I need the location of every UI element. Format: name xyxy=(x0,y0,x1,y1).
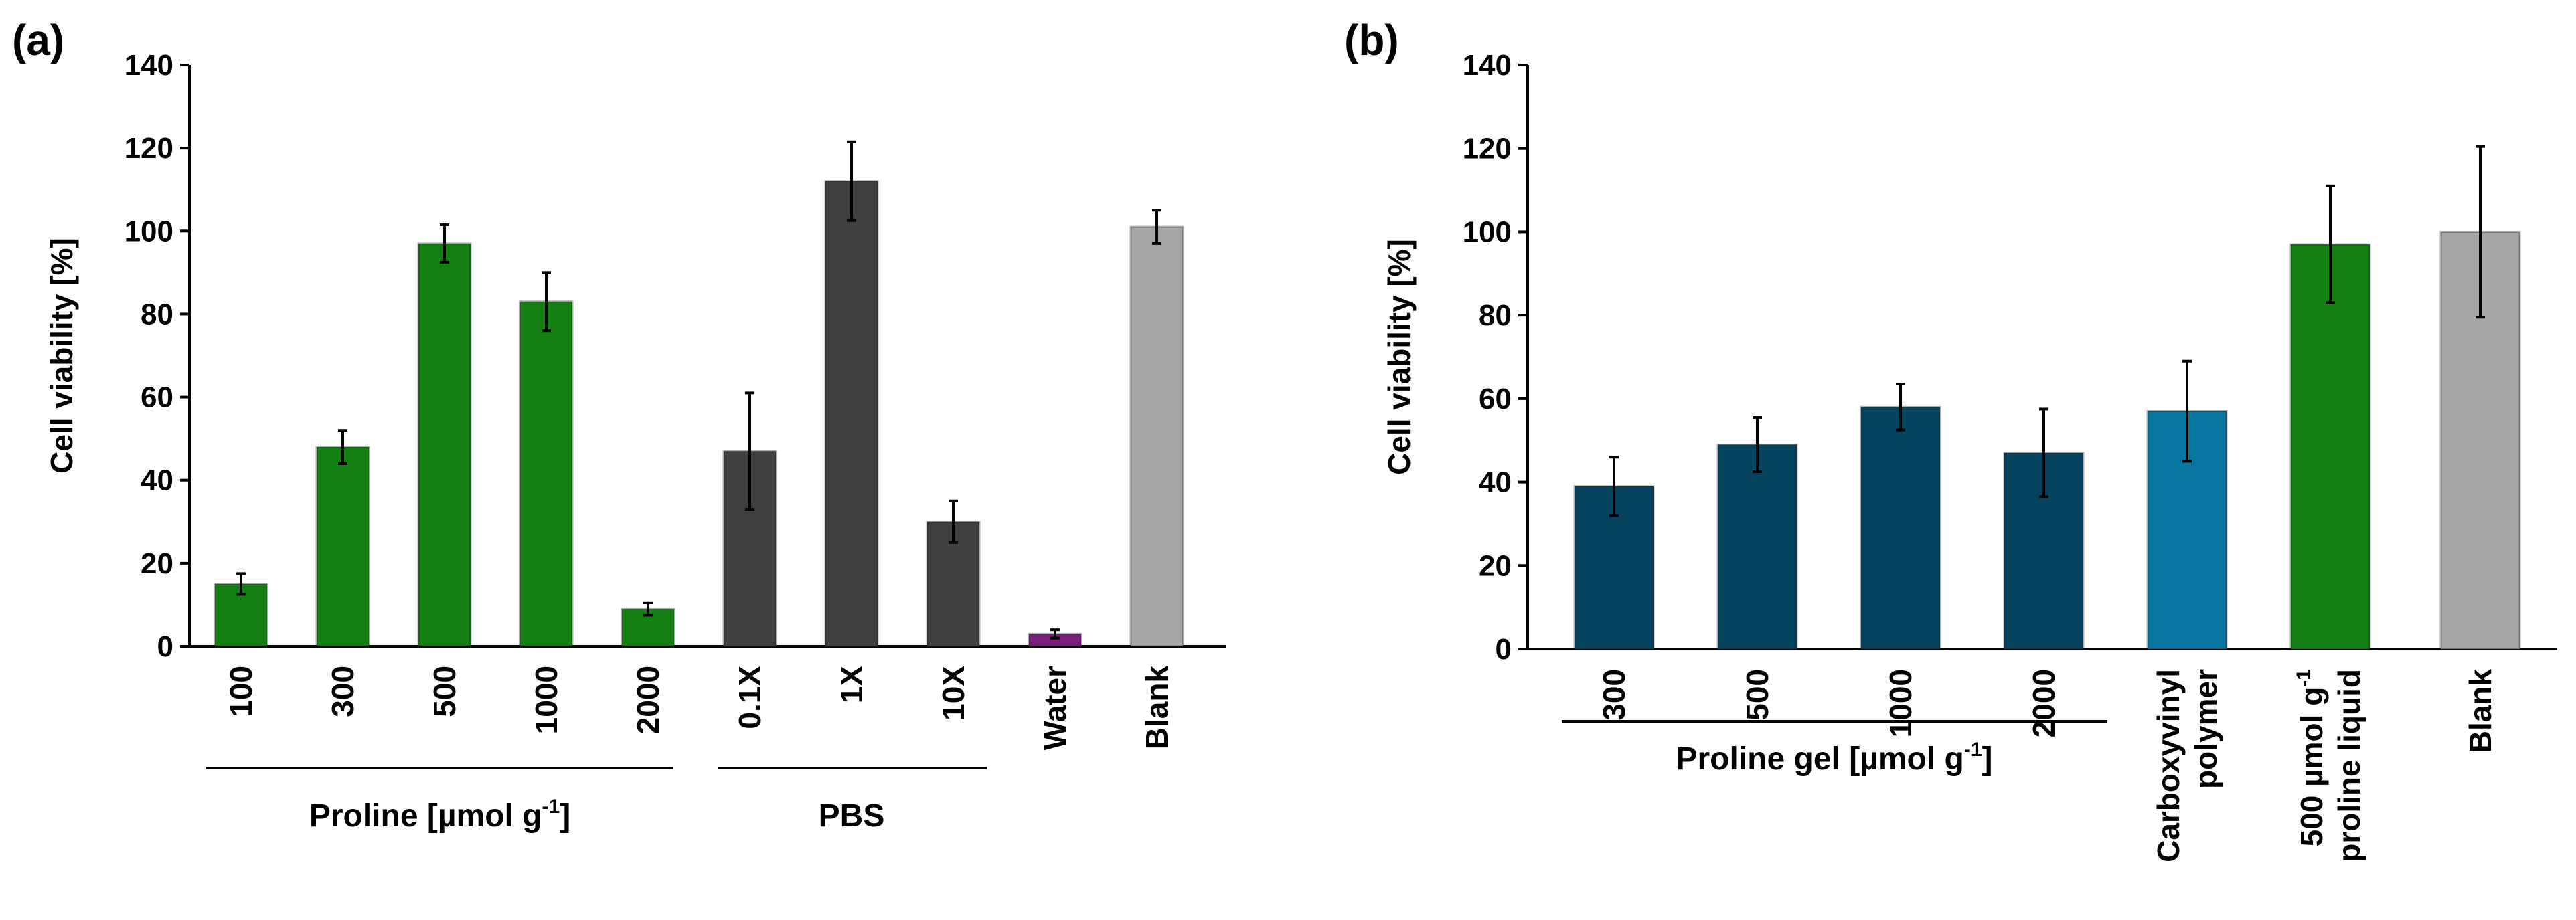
group-label: PBS xyxy=(819,798,885,834)
y-tick-label: 140 xyxy=(125,49,173,82)
x-tick-label: 500 xyxy=(1740,669,1775,721)
x-tick-label: 300 xyxy=(325,666,360,717)
bar xyxy=(519,300,574,648)
y-tick-label: 80 xyxy=(1479,299,1512,332)
y-tick-label: 20 xyxy=(141,547,173,580)
x-tick-label: 2000 xyxy=(631,666,665,734)
y-tick-label: 140 xyxy=(1463,49,1512,82)
bar xyxy=(315,446,370,648)
y-tick-label: 120 xyxy=(1463,132,1512,165)
group-label: Proline gel [µmol g-1] xyxy=(1676,739,1992,777)
bar xyxy=(2289,243,2371,650)
y-tick-label: 0 xyxy=(157,630,173,663)
bar xyxy=(1860,405,1941,650)
y-tick-label: 100 xyxy=(125,215,173,248)
x-tick-label: 100 xyxy=(224,666,258,717)
x-tick-label: 10X xyxy=(936,666,971,721)
bar xyxy=(824,180,879,648)
group-label-superscript: -1 xyxy=(1964,739,1982,761)
x-tick-label: Blank xyxy=(2463,669,2498,753)
panel-label: (b) xyxy=(1344,16,1399,64)
y-axis-label: Cell viability [%] xyxy=(44,238,79,474)
y-tick-label: 40 xyxy=(1479,466,1512,499)
y-tick-label: 20 xyxy=(1479,549,1512,582)
x-tick-label-superscript: -1 xyxy=(2293,669,2315,687)
x-tick-label: Water xyxy=(1038,666,1072,750)
bar xyxy=(1716,443,1798,650)
group-label: Proline [µmol g-1] xyxy=(309,796,570,834)
panel-a: (a) Cell viability [%] 0 20 40 60 80 100 120 140 1… xyxy=(12,16,1226,834)
group-label-end: ] xyxy=(1982,741,1993,777)
x-tick-label: 1X xyxy=(834,666,869,704)
x-tick-label: 500 µmol g-1 xyxy=(2293,669,2329,846)
group-label-end: ] xyxy=(560,798,570,834)
x-tick-label: 2000 xyxy=(2026,669,2061,737)
bar xyxy=(1129,225,1184,648)
y-tick-label: 0 xyxy=(1496,633,1512,666)
group-label-main: Proline gel [µmol g xyxy=(1676,741,1963,777)
x-tick-label: polymer xyxy=(2188,669,2223,789)
x-tick-label: proline liquid xyxy=(2332,669,2366,862)
group-label-main: Proline [µmol g xyxy=(309,798,542,834)
y-tick-label: 100 xyxy=(1463,215,1512,248)
group-label-main: PBS xyxy=(819,798,885,834)
y-tick-label: 60 xyxy=(141,381,173,414)
x-tick-label: 0.1X xyxy=(732,666,767,729)
x-tick-label: 1000 xyxy=(529,666,564,734)
bar xyxy=(417,242,472,648)
x-tick-label: Blank xyxy=(1139,666,1174,750)
y-axis-label: Cell viability [%] xyxy=(1382,239,1417,475)
y-tick-label: 120 xyxy=(125,132,173,165)
x-tick-label: 500 xyxy=(427,666,462,717)
y-tick-label: 40 xyxy=(141,464,173,497)
x-tick-label: 1000 xyxy=(1883,669,1918,737)
group-label-superscript: -1 xyxy=(542,796,560,818)
panel-b: (b) Cell viability [%] 0 20 40 60 80 100 120 140 3… xyxy=(1344,16,2557,862)
x-tick-label: Carboxyvinyl xyxy=(2151,669,2186,862)
y-tick-label: 80 xyxy=(141,298,173,331)
x-tick-label: 300 xyxy=(1597,669,1631,721)
panel-label: (a) xyxy=(12,16,64,64)
y-tick-label: 60 xyxy=(1479,383,1512,416)
